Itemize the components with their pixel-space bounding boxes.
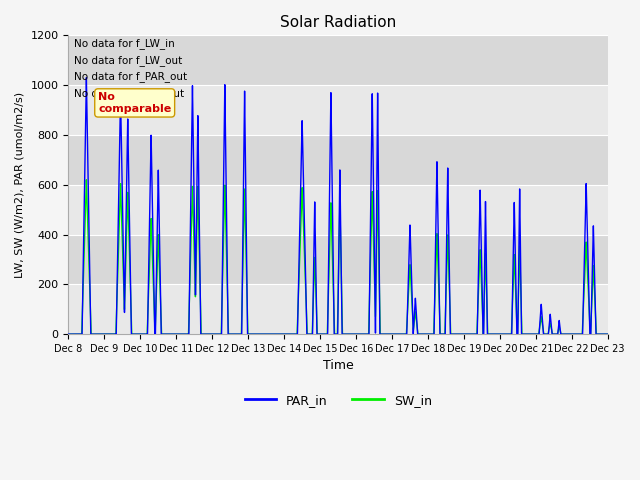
Bar	[68, 235, 608, 284]
Text: No data for f_LW_out: No data for f_LW_out	[74, 55, 182, 66]
Bar	[68, 185, 608, 235]
Bar	[68, 284, 608, 334]
Text: No
comparable: No comparable	[98, 92, 172, 114]
Text: No data for f_LW_in: No data for f_LW_in	[74, 38, 175, 49]
Text: No data for f_SW_out: No data for f_SW_out	[74, 88, 184, 98]
X-axis label: Time: Time	[323, 360, 353, 372]
Title: Solar Radiation: Solar Radiation	[280, 15, 396, 30]
Bar	[68, 85, 608, 135]
Text: No data for f_PAR_out: No data for f_PAR_out	[74, 71, 187, 82]
Bar	[68, 36, 608, 85]
Legend: PAR_in, SW_in: PAR_in, SW_in	[239, 389, 436, 411]
Y-axis label: LW, SW (W/m2), PAR (umol/m2/s): LW, SW (W/m2), PAR (umol/m2/s)	[15, 92, 25, 278]
Bar	[68, 135, 608, 185]
